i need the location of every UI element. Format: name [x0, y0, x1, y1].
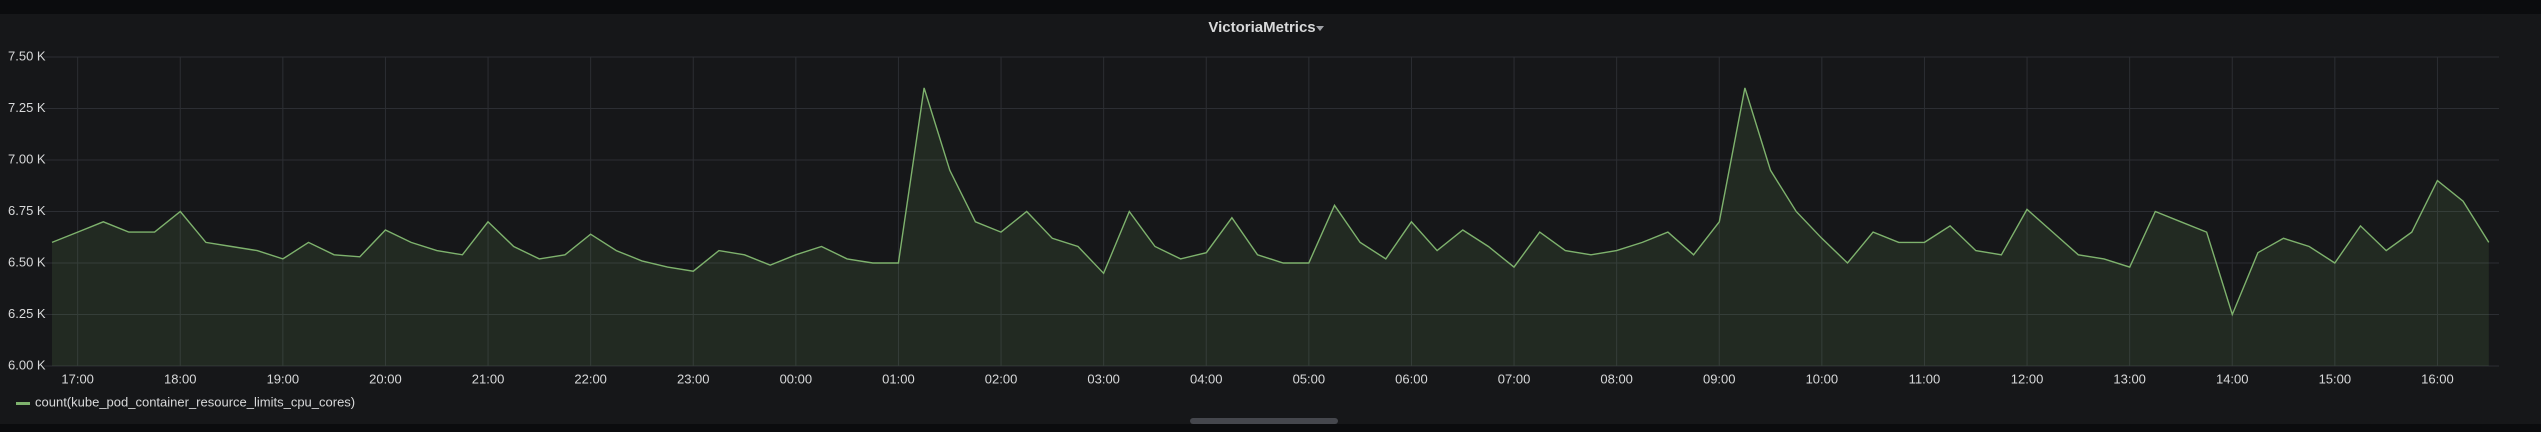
x-tick-label: 02:00 [985, 371, 1018, 386]
title-caret[interactable] [1316, 26, 1324, 31]
x-tick-label: 05:00 [1293, 371, 1326, 386]
x-tick-label: 11:00 [1909, 371, 1941, 386]
y-tick-label: 6.25 K [8, 306, 46, 321]
scrollbar[interactable] [1190, 418, 1338, 424]
x-tick-label: 08:00 [1600, 371, 1633, 386]
x-tick-label: 21:00 [472, 371, 505, 386]
panel [0, 14, 2541, 424]
y-tick-label: 6.75 K [8, 203, 46, 218]
x-tick-label: 04:00 [1190, 371, 1223, 386]
x-tick-label: 13:00 [2113, 371, 2146, 386]
y-tick-label: 7.50 K [8, 48, 46, 63]
x-tick-label: 00:00 [780, 371, 813, 386]
y-tick-label: 7.00 K [8, 151, 46, 166]
x-tick-label: 12:00 [2011, 371, 2044, 386]
y-tick-label: 7.25 K [8, 100, 46, 115]
legend-swatch [16, 402, 30, 405]
panel-title[interactable]: VictoriaMetrics [1208, 19, 1315, 36]
x-tick-label: 03:00 [1087, 371, 1120, 386]
x-tick-label: 23:00 [677, 371, 710, 386]
x-tick-label: 17:00 [61, 371, 94, 386]
x-tick-label: 16:00 [2421, 371, 2454, 386]
x-tick-label: 15:00 [2319, 371, 2352, 386]
x-tick-label: 19:00 [267, 371, 300, 386]
y-tick-label: 6.00 K [8, 357, 46, 372]
x-tick-label: 22:00 [574, 371, 607, 386]
x-tick-label: 10:00 [1806, 371, 1839, 386]
x-tick-label: 14:00 [2216, 371, 2249, 386]
line [51, 87, 2490, 317]
x-tick-label: 09:00 [1703, 371, 1736, 386]
x-tick-label: 06:00 [1395, 371, 1428, 386]
x-tick-label: 01:00 [882, 371, 915, 386]
area [52, 87, 2489, 367]
x-tick-label: 20:00 [369, 371, 402, 386]
top-bar [0, 0, 2541, 14]
y-tick-label: 6.50 K [8, 254, 46, 269]
x-tick-label: 07:00 [1498, 371, 1531, 386]
legend-label: count(kube_pod_container_resource_limits… [35, 394, 355, 409]
x-tick-label: 18:00 [164, 371, 197, 386]
